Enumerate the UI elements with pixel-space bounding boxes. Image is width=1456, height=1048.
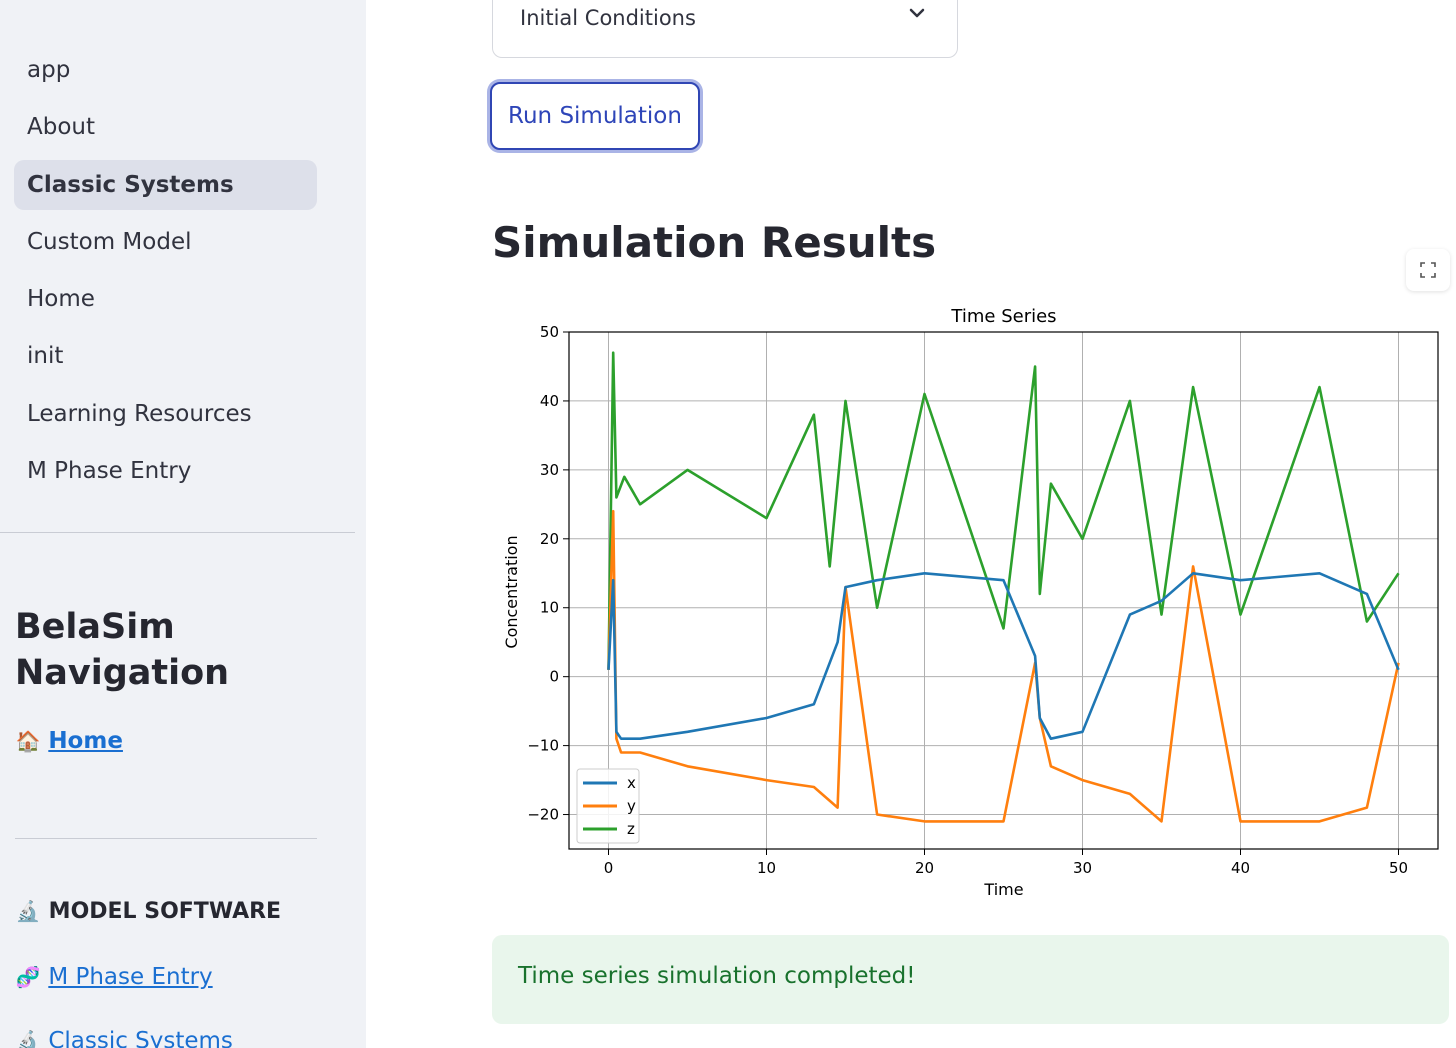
- y-tick-label: 30: [540, 461, 559, 479]
- sidebar-divider: [0, 532, 355, 533]
- run-simulation-button[interactable]: Run Simulation: [490, 82, 700, 150]
- series-line-x: [607, 571, 1400, 741]
- sidebar-item-init[interactable]: init: [27, 343, 64, 370]
- series-line-z: [607, 351, 1400, 670]
- m-phase-entry-link-row: 🧬 M Phase Entry: [15, 960, 213, 994]
- legend-label-y: y: [627, 797, 636, 815]
- y-tick-label: −20: [527, 806, 559, 824]
- sidebar-title: BelaSim Navigation: [15, 607, 230, 693]
- y-tick-label: 50: [540, 323, 559, 341]
- section-heading-label: MODEL SOFTWARE: [48, 899, 282, 924]
- results-title: Simulation Results: [492, 218, 937, 267]
- chart-plot-area: [607, 351, 1400, 823]
- legend-label-z: z: [627, 820, 635, 838]
- y-tick-label: −10: [527, 737, 559, 755]
- x-tick-label: 20: [915, 859, 934, 877]
- classic-systems-link[interactable]: Classic Systems: [48, 1028, 233, 1048]
- initial-conditions-expander[interactable]: Initial Conditions: [492, 0, 958, 58]
- classic-systems-link-row: 🔬 Classic Systems: [15, 1024, 233, 1048]
- y-tick-label: 40: [540, 392, 559, 410]
- legend-label-x: x: [627, 774, 636, 792]
- y-tick-label: 20: [540, 530, 559, 548]
- plot-frame: [568, 331, 1439, 850]
- fullscreen-icon: [1420, 262, 1436, 278]
- microscope-icon: 🔬: [15, 899, 41, 923]
- expander-label: Initial Conditions: [520, 6, 696, 30]
- sidebar-item-learning-resources[interactable]: Learning Resources: [27, 400, 252, 427]
- y-axis-label: Concentration: [502, 535, 521, 648]
- sidebar-item-custom-model[interactable]: Custom Model: [27, 228, 192, 255]
- dna-icon: 🧬: [15, 965, 41, 989]
- sidebar-item-about[interactable]: About: [27, 114, 96, 141]
- success-alert: Time series simulation completed!: [492, 935, 1449, 1024]
- sidebar-item-app[interactable]: app: [27, 57, 71, 83]
- x-tick-label: 10: [757, 859, 776, 877]
- home-link-row: 🏠 Home: [15, 724, 123, 758]
- sidebar: app About Classic Systems Custom Model H…: [0, 0, 366, 1048]
- chart-axes: 0 10 20 30 40 50 −20 −10 0 10 20 30 40 50: [527, 323, 1439, 877]
- sidebar-nav: app About Classic Systems Custom Model H…: [14, 45, 317, 503]
- model-software-heading: 🔬 MODEL SOFTWARE: [15, 894, 282, 929]
- x-tick-label: 40: [1231, 859, 1250, 877]
- series-line-y: [607, 509, 1400, 823]
- y-tick-label: 10: [540, 599, 559, 617]
- fullscreen-button[interactable]: [1406, 249, 1450, 291]
- sidebar-item-home[interactable]: Home: [27, 286, 95, 313]
- x-tick-label: 50: [1389, 859, 1408, 877]
- chart-legend: xyz: [576, 768, 640, 844]
- success-message: Time series simulation completed!: [518, 963, 916, 989]
- chart-title: Time Series: [950, 306, 1056, 327]
- x-axis-label: Time: [983, 880, 1023, 899]
- m-phase-entry-link[interactable]: M Phase Entry: [48, 964, 213, 990]
- sidebar-item-classic-systems[interactable]: Classic Systems: [14, 159, 317, 210]
- house-icon: 🏠: [15, 729, 41, 753]
- home-link[interactable]: Home: [48, 728, 123, 754]
- x-tick-label: 30: [1073, 859, 1092, 877]
- sidebar-divider: [15, 838, 317, 839]
- time-series-chart: Time Series Time Concentration 0 10 20 30 40…: [502, 306, 1439, 899]
- sidebar-item-m-phase-entry[interactable]: M Phase Entry: [27, 458, 192, 485]
- y-tick-label: 0: [549, 668, 559, 686]
- chevron-down-icon: [909, 8, 925, 18]
- x-tick-label: 0: [604, 859, 614, 877]
- microscope-icon: 🔬: [15, 1029, 41, 1048]
- chart-grid: [569, 331, 1438, 849]
